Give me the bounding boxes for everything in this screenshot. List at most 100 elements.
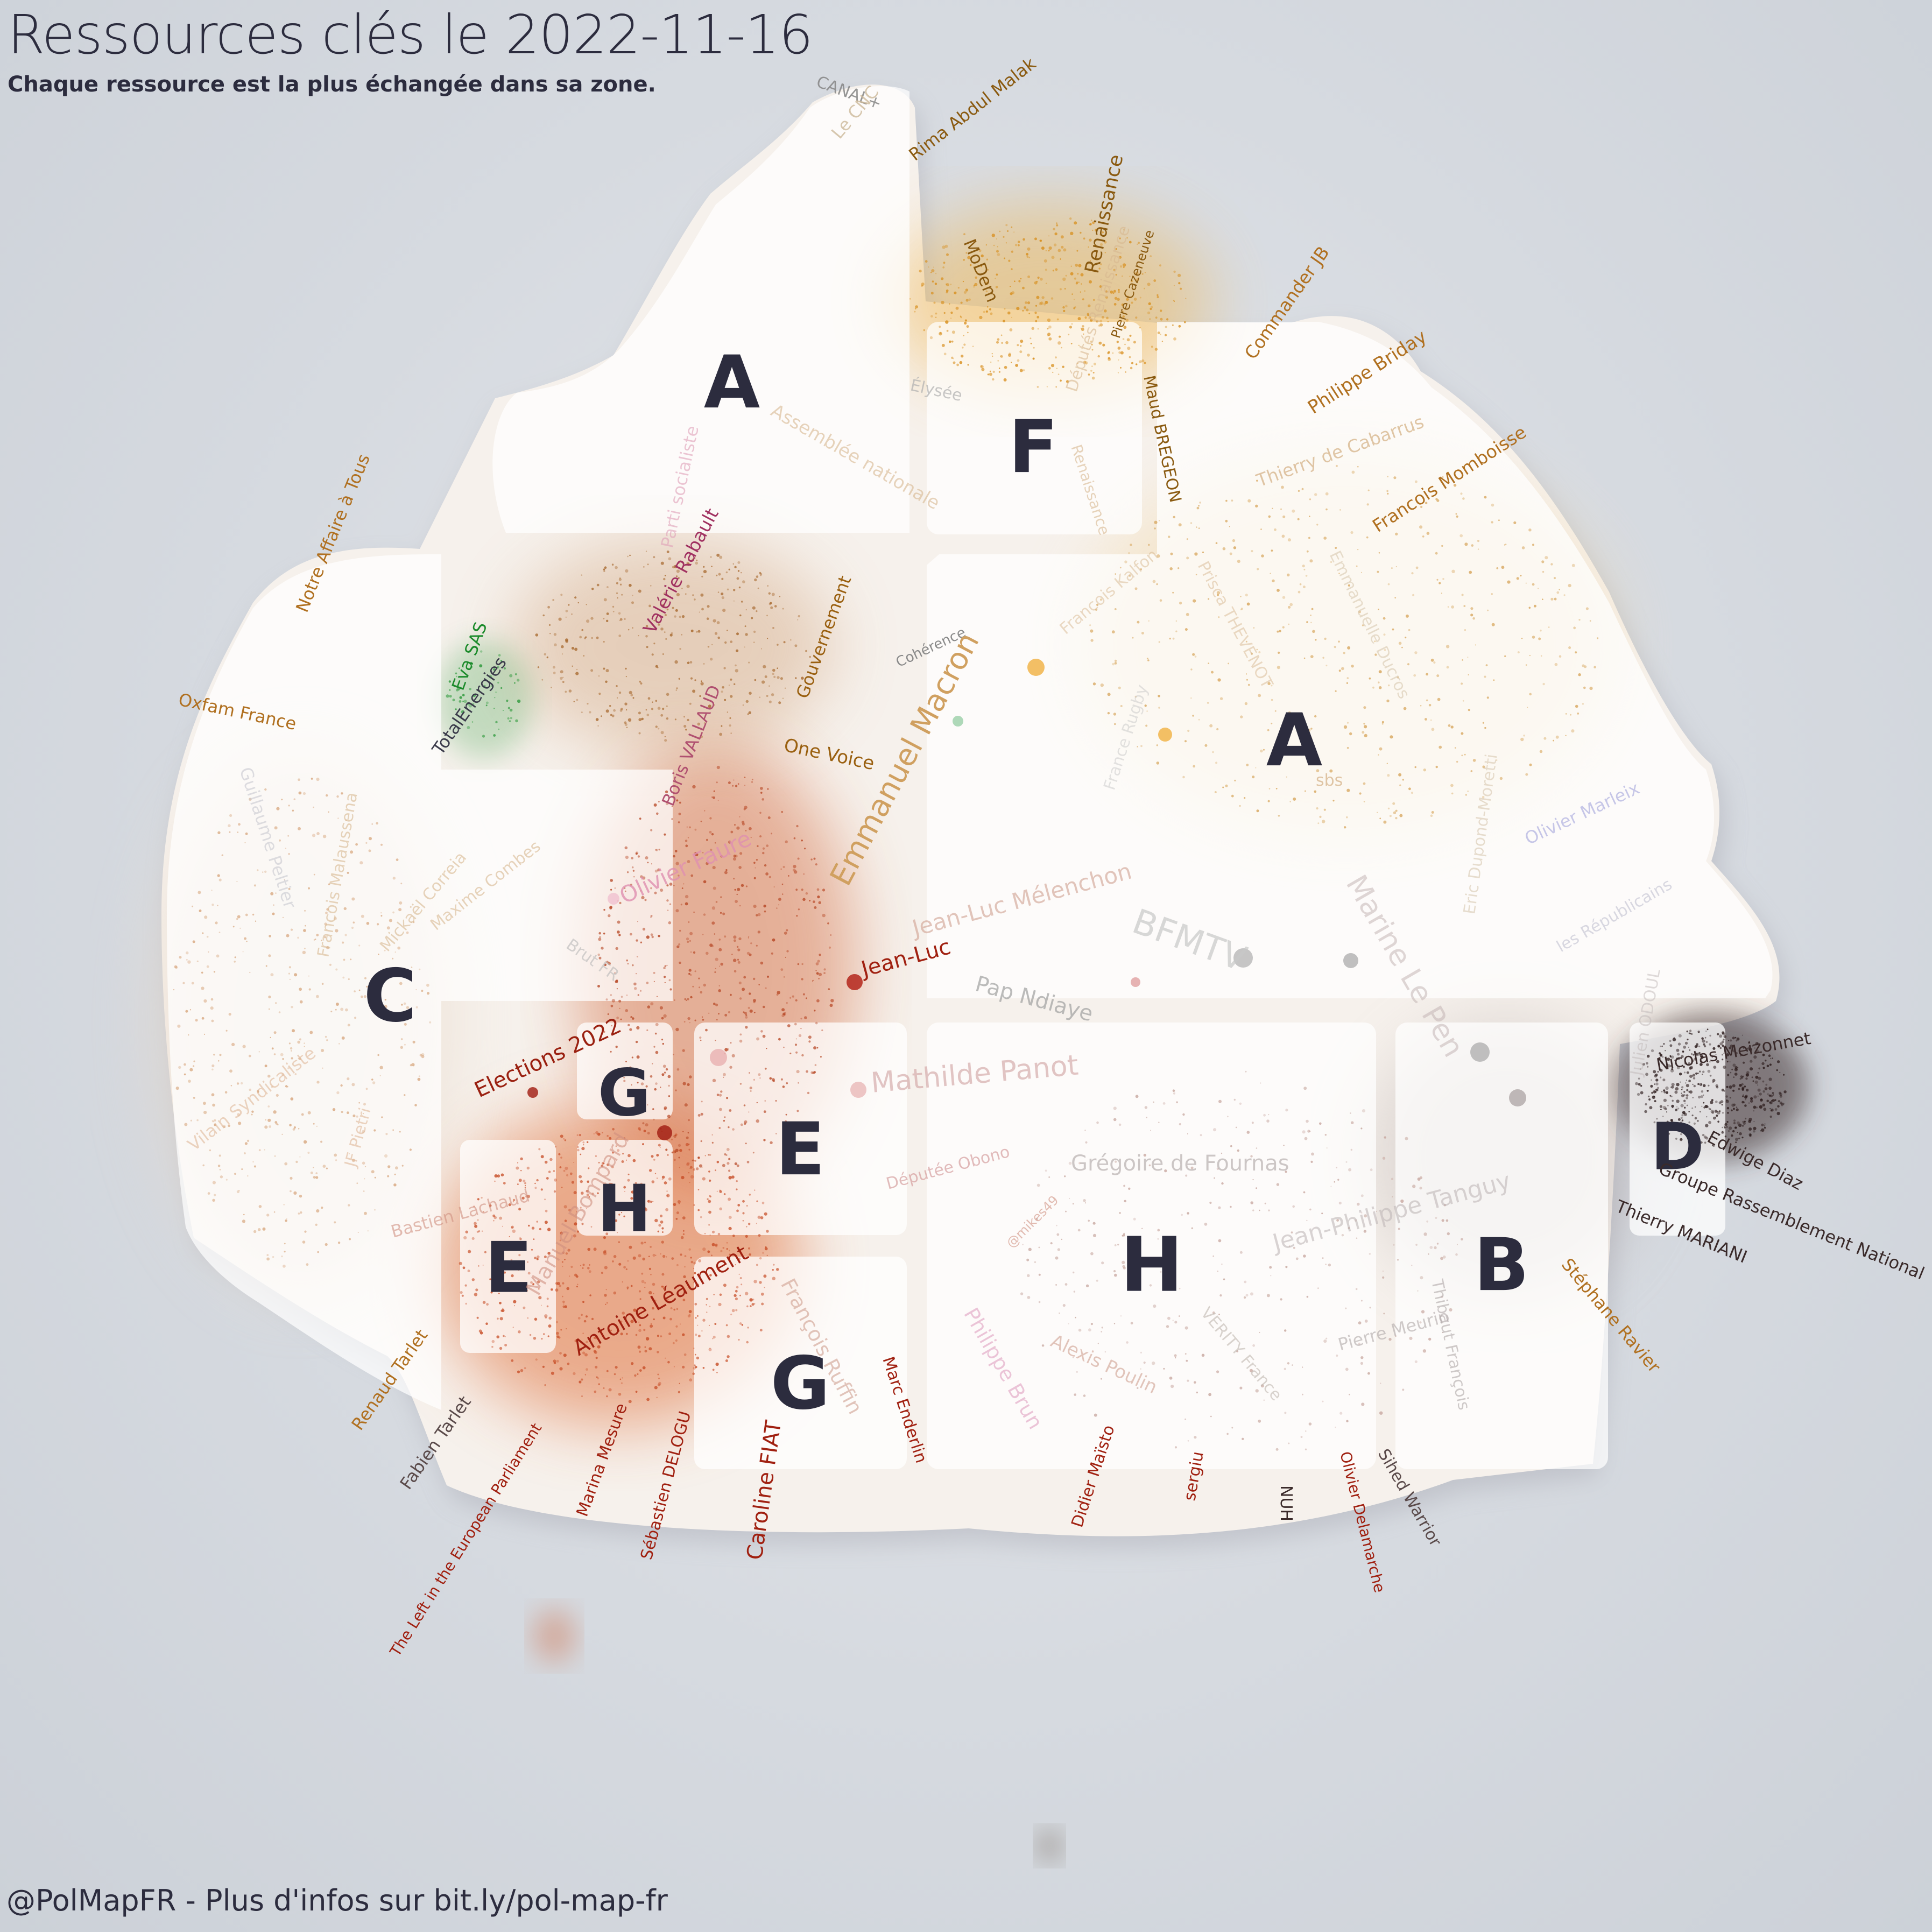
node-dot [1388,684,1390,687]
node-dot [782,697,784,699]
node-dot [399,982,403,985]
node-dot [289,978,291,980]
node-dot [720,1250,723,1252]
node-dot [1718,1134,1720,1136]
node-dot [1451,569,1455,574]
node-dot [1100,683,1104,687]
node-dot [1157,295,1159,299]
node-dot [769,602,772,605]
node-dot [1013,231,1015,233]
node-dot [687,941,689,943]
node-dot [683,1230,685,1232]
node-dot [315,1176,319,1179]
node-dot [1417,1177,1421,1181]
node-dot [610,1004,614,1007]
node-dot [511,1274,514,1278]
node-dot [780,1078,783,1081]
node-dot [694,828,697,831]
node-dot [1423,1232,1427,1236]
node-dot [673,1159,676,1161]
node-dot [1379,817,1381,820]
node-dot [748,1247,750,1250]
node-dot [654,1218,658,1223]
node-dot [606,612,609,615]
node-dot [673,1308,675,1311]
node-dot [1695,1053,1698,1056]
node-dot [802,993,805,996]
node-dot [989,372,992,376]
node-dot [498,1293,500,1294]
node-dot [1264,1202,1266,1204]
node-dot [650,585,652,587]
node-dot [1688,1090,1691,1093]
node-dot [706,617,709,620]
node-dot [992,370,995,373]
node-dot [605,669,609,673]
node-dot [1310,622,1312,624]
node-dot [828,988,830,990]
node-dot [721,577,724,580]
node-dot [566,1174,568,1176]
node-dot [682,1365,685,1369]
node-dot [800,1028,802,1030]
node-dot [1325,508,1328,511]
node-dot [1246,764,1249,766]
node-dot [569,1172,573,1175]
node-dot [658,728,660,730]
node-dot [347,1077,350,1081]
node-dot [350,958,352,961]
node-dot [1242,1437,1244,1440]
node-dot [709,1234,711,1236]
node-dot [1132,637,1134,639]
node-dot [728,1169,731,1172]
node-dot [736,826,740,830]
node-dot [1736,1108,1739,1111]
node-dot [482,1264,484,1266]
node-dot [571,1181,574,1184]
node-dot [1187,729,1190,732]
node-dot [629,554,631,556]
node-dot [1442,578,1444,580]
node-dot [1667,1057,1670,1061]
node-dot [650,829,653,831]
node-dot [1010,286,1011,287]
node-dot [1136,278,1139,282]
node-dot [618,691,622,694]
node-dot [716,1094,720,1096]
node-dot [602,1132,603,1134]
node-dot [736,893,738,896]
node-dot [475,1288,478,1292]
node-dot [1575,651,1577,654]
node-dot [646,935,650,939]
node-dot [473,1205,475,1207]
node-dot [524,1182,526,1184]
node-dot [1113,713,1117,716]
node-dot [604,1294,607,1297]
node-dot [1028,313,1031,314]
zone-letter: E [485,1227,533,1309]
node-dot [687,1017,690,1020]
node-dot [310,1171,313,1174]
node-dot [1459,534,1463,538]
node-dot [1260,749,1263,753]
node-dot [559,1352,562,1355]
node-dot [653,1318,655,1321]
node-dot [701,1101,703,1103]
node-dot [1268,1114,1270,1116]
node-dot [1055,356,1057,359]
node-dot [745,1026,748,1029]
node-dot [485,701,489,704]
node-dot [354,1017,357,1019]
node-dot [664,976,666,978]
node-dot [177,1024,181,1028]
node-dot [1701,1090,1704,1093]
node-dot [1698,1052,1701,1054]
node-dot [574,1273,577,1277]
node-dot [1426,532,1430,535]
node-dot [721,596,724,600]
node-dot [400,883,403,885]
node-dot [648,1347,652,1351]
node-dot [490,1291,493,1294]
node-dot [643,1217,645,1220]
node-dot [1676,1083,1680,1087]
